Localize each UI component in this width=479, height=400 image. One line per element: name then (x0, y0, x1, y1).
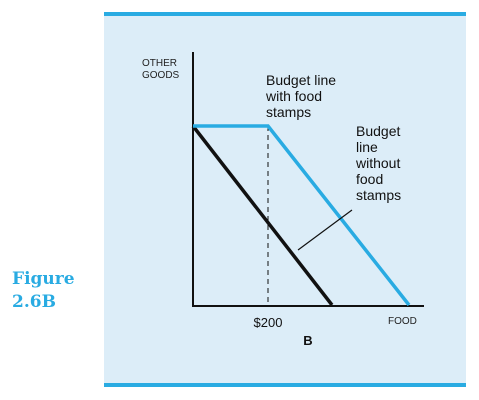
tick-label-200: $200 (254, 315, 283, 330)
panel-label: B (303, 333, 312, 348)
with-stamps-label-line1: Budget line (266, 72, 336, 88)
x-axis-label: FOOD (388, 316, 417, 327)
with-stamps-label-line2: with food (265, 88, 322, 104)
y-axis-label-line2: GOODS (142, 70, 180, 81)
without-stamps-label-line1: Budget (356, 123, 400, 139)
y-axis-label-line1: OTHER (142, 58, 177, 69)
with-stamps-label-line3: stamps (266, 104, 311, 120)
annotation-leader-line (298, 210, 352, 250)
budget-line-without-stamps (193, 126, 332, 305)
without-stamps-label-line2: line (356, 139, 378, 155)
without-stamps-label-line4: food (356, 171, 383, 187)
without-stamps-label-line5: stamps (356, 187, 401, 203)
without-stamps-label-line3: without (355, 155, 400, 171)
